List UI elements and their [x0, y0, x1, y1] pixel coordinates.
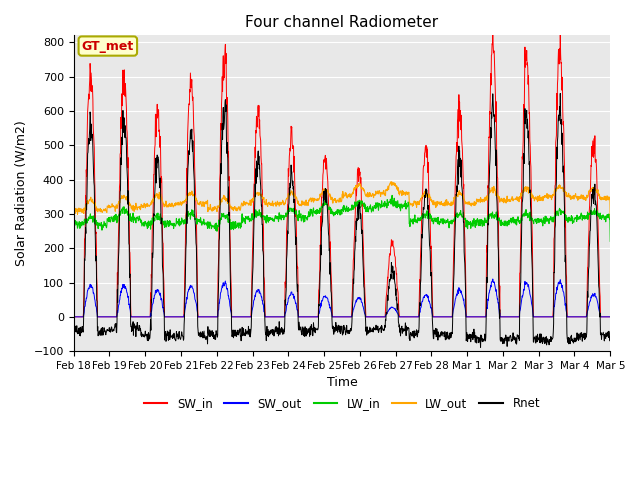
Rnet [600, 333, 608, 339]
LW_out [387, 179, 395, 185]
LW_out [547, 193, 555, 199]
LW_in [388, 192, 396, 198]
SW_out [328, 310, 335, 316]
Title: Four channel Radiometer: Four channel Radiometer [245, 15, 438, 30]
Y-axis label: Solar Radiation (W/m2): Solar Radiation (W/m2) [15, 120, 28, 266]
Rnet [547, 338, 555, 344]
Rnet [556, 91, 564, 96]
LW_in [607, 239, 614, 244]
LW_out [154, 195, 161, 201]
LW_in [468, 218, 476, 224]
SW_in [154, 115, 161, 120]
LW_in [154, 214, 161, 219]
LW_out [317, 191, 325, 196]
SW_in [70, 314, 77, 320]
SW_in [547, 314, 555, 320]
LW_out [600, 197, 607, 203]
SW_out [70, 314, 77, 320]
SW_in [489, 28, 497, 34]
SW_out [468, 314, 476, 320]
Rnet [477, 345, 484, 350]
Line: Rnet: Rnet [74, 94, 611, 348]
LW_in [547, 216, 555, 222]
Text: GT_met: GT_met [82, 39, 134, 52]
SW_out [547, 314, 555, 320]
Line: LW_in: LW_in [74, 195, 611, 241]
SW_in [328, 283, 335, 288]
SW_out [154, 288, 161, 294]
LW_out [468, 201, 476, 206]
Line: SW_in: SW_in [74, 31, 611, 317]
LW_in [600, 213, 607, 218]
SW_out [600, 314, 607, 320]
LW_out [328, 196, 335, 202]
LW_out [70, 208, 77, 214]
SW_in [600, 314, 607, 320]
Line: LW_out: LW_out [74, 182, 611, 217]
Rnet [328, 299, 335, 304]
LW_out [607, 215, 614, 220]
SW_out [489, 276, 497, 282]
Rnet [70, 324, 77, 330]
Legend: SW_in, SW_out, LW_in, LW_out, Rnet: SW_in, SW_out, LW_in, LW_out, Rnet [139, 392, 545, 415]
Rnet [154, 160, 161, 166]
LW_in [317, 204, 325, 209]
LW_in [70, 218, 77, 224]
SW_in [468, 314, 476, 320]
SW_in [607, 314, 614, 320]
SW_in [317, 194, 325, 200]
Line: SW_out: SW_out [74, 279, 611, 317]
Rnet [317, 225, 325, 230]
Rnet [607, 338, 614, 344]
X-axis label: Time: Time [326, 376, 357, 389]
Rnet [468, 332, 476, 338]
LW_in [328, 206, 335, 212]
SW_out [607, 314, 614, 320]
SW_out [317, 298, 325, 304]
